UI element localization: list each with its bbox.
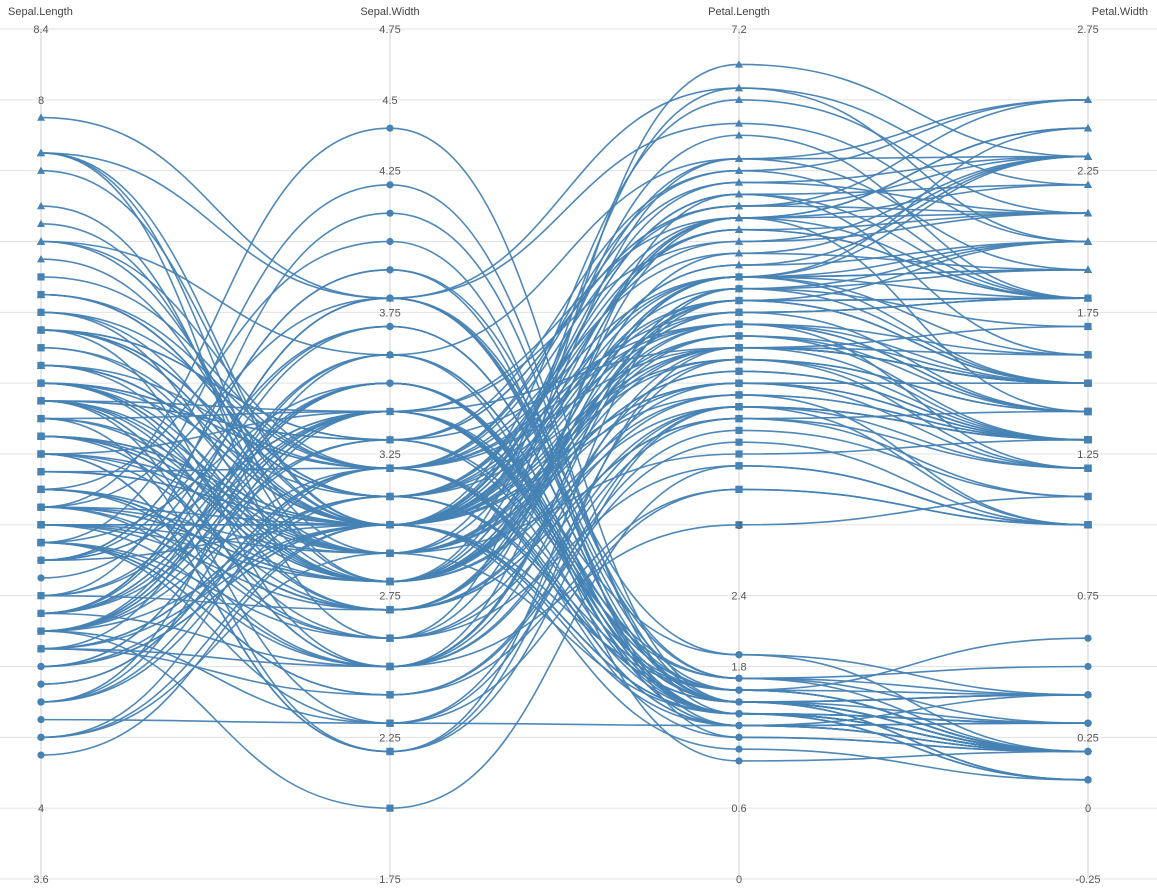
data-point-marker <box>735 651 742 658</box>
tick-label: 0 <box>736 874 742 886</box>
data-point-marker <box>1084 465 1091 472</box>
data-point-marker <box>1084 635 1091 642</box>
tick-label: 3.25 <box>379 449 400 461</box>
data-point-marker <box>386 805 393 812</box>
data-point-marker <box>1084 776 1091 783</box>
tick-label: 1.25 <box>1077 449 1098 461</box>
data-point-marker <box>735 734 742 741</box>
tick-label: 1.8 <box>731 662 746 674</box>
data-point-marker <box>1084 691 1091 698</box>
data-point-marker <box>735 380 742 387</box>
data-point-marker <box>37 592 44 599</box>
data-point-marker <box>386 720 393 727</box>
data-point-marker <box>735 698 742 705</box>
data-point-marker <box>386 691 393 698</box>
tick-label: 8 <box>38 95 44 107</box>
axis-title: Sepal.Width <box>360 6 419 18</box>
data-point-marker <box>37 273 44 280</box>
data-point-marker <box>735 415 742 422</box>
tick-label: 2.75 <box>1077 24 1098 36</box>
data-point-marker <box>37 734 44 741</box>
data-point-marker <box>735 486 742 493</box>
series-line-layer <box>41 64 1088 808</box>
data-point-marker <box>735 450 742 457</box>
data-point-marker <box>735 332 742 339</box>
data-point-marker <box>1084 436 1091 443</box>
data-point-marker <box>1084 720 1091 727</box>
tick-label: 8.4 <box>33 24 48 36</box>
data-point-marker <box>735 746 742 753</box>
data-point-marker <box>735 427 742 434</box>
tick-label: 0.6 <box>731 803 746 815</box>
data-point-marker <box>735 368 742 375</box>
data-point-marker <box>386 125 393 132</box>
data-point-marker <box>37 344 44 351</box>
data-point-marker <box>37 557 44 564</box>
data-point-marker <box>37 610 44 617</box>
data-point-marker <box>735 757 742 764</box>
data-point-marker <box>735 403 742 410</box>
tick-label: 2.4 <box>731 591 746 603</box>
data-point-marker <box>1084 748 1091 755</box>
data-point-marker <box>37 716 44 723</box>
axis-title: Petal.Width <box>1092 6 1148 18</box>
data-point-marker <box>37 663 44 670</box>
tick-label: 2.25 <box>379 732 400 744</box>
data-point-marker <box>735 391 742 398</box>
data-point-marker <box>735 321 742 328</box>
data-point-marker <box>1084 521 1091 528</box>
data-point-marker <box>735 356 742 363</box>
tick-label: 7.2 <box>731 24 746 36</box>
data-point-marker <box>1084 663 1091 670</box>
tick-label: 1.75 <box>379 874 400 886</box>
data-point-marker <box>735 687 742 694</box>
axis-title: Sepal.Length <box>8 6 73 18</box>
axis-title: Petal.Length <box>708 6 770 18</box>
data-point-marker <box>386 323 393 330</box>
tick-label: 0 <box>1085 803 1091 815</box>
tick-label: -0.25 <box>1075 874 1100 886</box>
data-point-marker <box>735 675 742 682</box>
tick-label: 2.25 <box>1077 166 1098 178</box>
data-point-marker <box>386 266 393 273</box>
data-point-marker <box>386 210 393 217</box>
data-point-marker <box>735 710 742 717</box>
series-line <box>41 442 1088 695</box>
tick-label: 4.75 <box>379 24 400 36</box>
data-point-marker <box>735 439 742 446</box>
tick-label: 3.75 <box>379 307 400 319</box>
data-point-marker <box>386 380 393 387</box>
tick-label: 4.5 <box>382 95 397 107</box>
tick-label: 0.25 <box>1077 732 1098 744</box>
data-point-marker <box>37 681 44 688</box>
data-point-marker <box>37 751 44 758</box>
data-point-marker <box>735 722 742 729</box>
tick-label: 3.6 <box>33 874 48 886</box>
tick-label: 1.75 <box>1077 307 1098 319</box>
tick-label: 2.75 <box>379 591 400 603</box>
data-point-marker <box>37 539 44 546</box>
tick-label: 3 <box>736 520 742 532</box>
data-point-marker <box>386 181 393 188</box>
data-point-marker <box>37 574 44 581</box>
data-point-marker <box>37 698 44 705</box>
data-point-marker <box>735 462 742 469</box>
data-point-marker <box>37 627 44 634</box>
series-line <box>41 100 1088 355</box>
data-point-marker <box>1084 493 1091 500</box>
tick-label: 4 <box>38 803 44 815</box>
tick-label: 0.75 <box>1077 591 1098 603</box>
tick-label: 4.25 <box>379 166 400 178</box>
data-point-marker <box>386 238 393 245</box>
